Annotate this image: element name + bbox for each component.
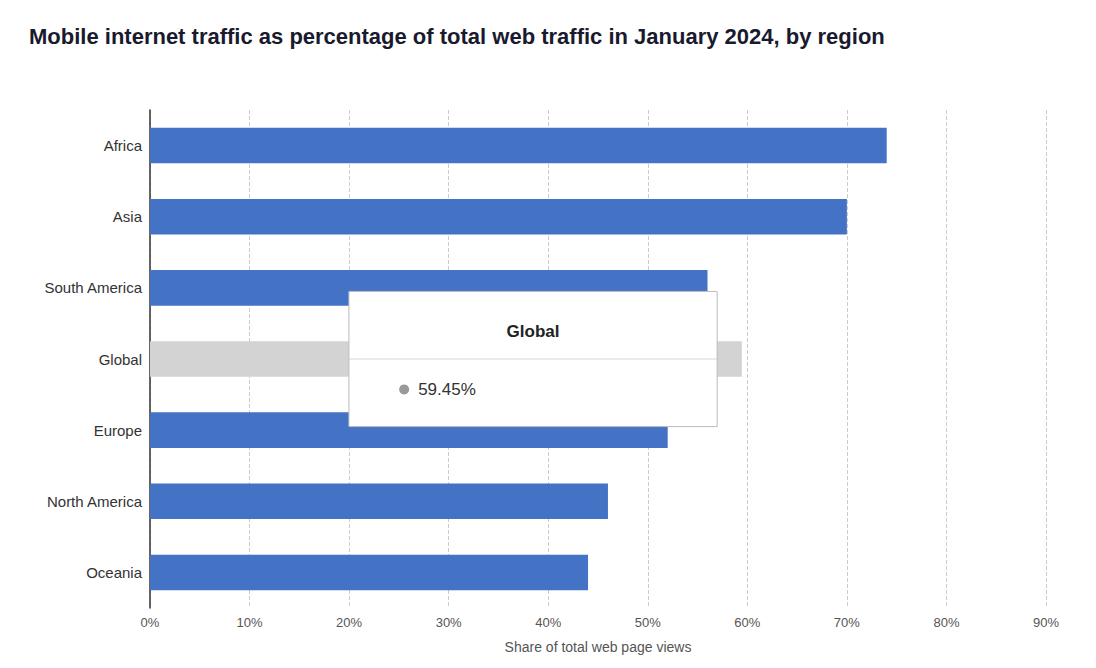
svg-text:20%: 20% bbox=[336, 615, 362, 630]
svg-text:Asia: Asia bbox=[113, 208, 143, 225]
svg-text:Global: Global bbox=[99, 351, 142, 368]
svg-text:Europe: Europe bbox=[94, 422, 142, 439]
svg-text:30%: 30% bbox=[436, 615, 462, 630]
svg-text:40%: 40% bbox=[535, 615, 561, 630]
svg-text:South America: South America bbox=[44, 279, 142, 296]
svg-text:80%: 80% bbox=[933, 615, 959, 630]
svg-text:Share of total web page views: Share of total web page views bbox=[505, 639, 692, 655]
svg-text:90%: 90% bbox=[1033, 615, 1059, 630]
svg-text:0%: 0% bbox=[141, 615, 160, 630]
svg-text:Mobile internet traffic as per: Mobile internet traffic as percentage of… bbox=[29, 24, 885, 49]
svg-text:Global: Global bbox=[507, 322, 560, 341]
svg-text:59.45%: 59.45% bbox=[418, 380, 476, 399]
svg-text:Africa: Africa bbox=[104, 137, 143, 154]
svg-text:50%: 50% bbox=[635, 615, 661, 630]
svg-text:Oceania: Oceania bbox=[86, 564, 143, 581]
svg-text:10%: 10% bbox=[237, 615, 263, 630]
svg-text:North America: North America bbox=[47, 493, 143, 510]
svg-text:60%: 60% bbox=[734, 615, 760, 630]
svg-text:70%: 70% bbox=[834, 615, 860, 630]
